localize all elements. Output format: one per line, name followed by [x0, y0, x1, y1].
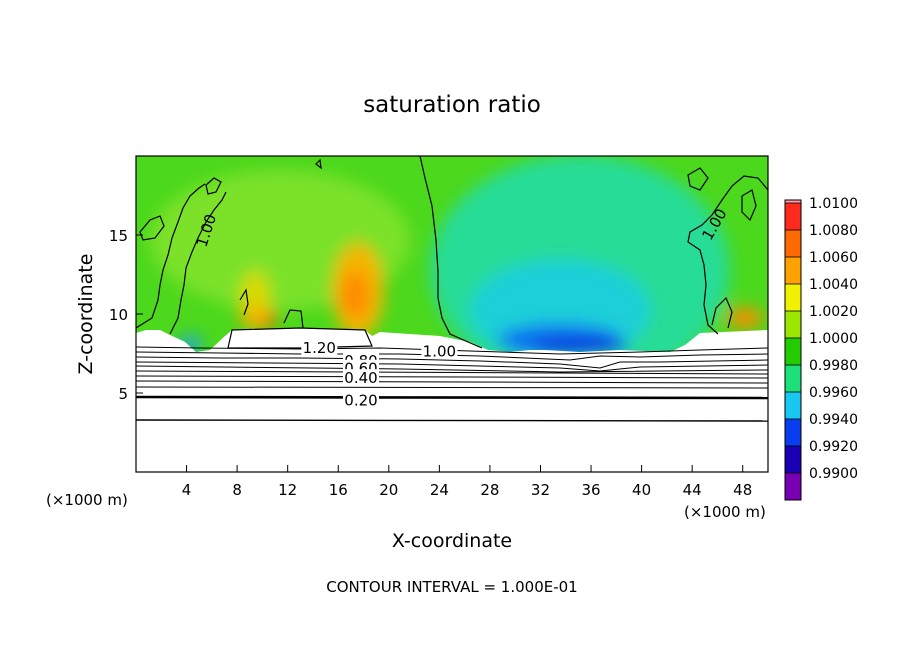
lower-region-mask: [136, 328, 768, 472]
contour-levels: [136, 346, 768, 422]
saturation-field: [150, 156, 763, 385]
contour-level-upper-3: [136, 356, 768, 369]
colorbar-swatch-10: [785, 446, 801, 473]
colorbar-label-1.0080: 1.0080: [809, 223, 858, 239]
colorbar-swatch-4: [785, 284, 801, 311]
colorbar-label-1.0060: 1.0060: [809, 250, 858, 266]
contour-level-upper-2: [136, 351, 768, 361]
x-tick-label-24: 24: [430, 481, 449, 499]
field-warm-center: [341, 271, 369, 319]
contour-line-1.00-left-island: [139, 215, 165, 241]
y-tick-label-10: 10: [109, 306, 128, 324]
x-tick-label-48: 48: [733, 481, 752, 499]
contour-line-1.00-island-a: [205, 177, 222, 195]
contour-line-1.00-right-lower: [711, 296, 733, 329]
colorbar-swatch-6: [785, 338, 801, 365]
colorbar-label-0.9920: 0.9920: [809, 439, 858, 455]
plot-area: 1.001.001.201.000.800.600.400.20: [136, 156, 768, 472]
field-warm-right: [727, 308, 763, 328]
contour-label-bg: [342, 369, 379, 386]
field-warm-left-halo: [239, 270, 271, 330]
contour-level-0.30: [136, 386, 768, 389]
colorbar-label-0.9960: 0.9960: [809, 385, 858, 401]
contour-level-upper-1: [136, 346, 768, 355]
x-tick-label-32: 32: [531, 481, 550, 499]
colorbar-label-1.0040: 1.0040: [809, 277, 858, 293]
contour-level-0.70: [136, 365, 768, 373]
colorbar-swatch-5: [785, 311, 801, 338]
colorbar-swatch-8: [785, 392, 801, 419]
colorbar-swatch-11: [785, 473, 801, 500]
colorbar-swatch-0: [785, 200, 801, 203]
contour-level-0.20: [136, 395, 768, 400]
x-tick-label-20: 20: [379, 481, 398, 499]
contour-line-1.20-band: [227, 327, 373, 349]
colorbar-label-1.0020: 1.0020: [809, 304, 858, 320]
contour-level-0.10: [136, 419, 768, 422]
contour-level-0.60: [136, 370, 768, 375]
x-axis: 4 8 12 16 20 24 28 32 36 40 44 48: [182, 465, 752, 499]
contour-label-bg: [342, 391, 379, 408]
contour-label-bg: [301, 339, 338, 356]
x-tick-label-28: 28: [480, 481, 499, 499]
contour-label-text: 0.40: [344, 369, 377, 387]
contour-line-1.00-middle: [419, 156, 483, 349]
colorbar-swatch-1: [785, 203, 801, 230]
contour-label-text: 0.20: [344, 391, 377, 409]
contour-line-1.00-left: [136, 183, 206, 329]
x-tick-label-36: 36: [581, 481, 600, 499]
contour-label-1.00: 1.00: [421, 342, 458, 360]
y-axis: 5 10 15: [109, 227, 143, 403]
contour-line-1.00-right-island: [687, 167, 709, 191]
colorbar: 1.0100 1.0080 1.0060 1.0040 1.0020 1.0000 0.99…: [784, 196, 858, 501]
colorbar-swatch-9: [785, 419, 801, 446]
colorbar-label-1.0100: 1.0100: [809, 196, 858, 212]
contour-line-1.00-right: [687, 175, 768, 335]
contour-line-1.00-left-inner: [169, 191, 227, 335]
contour-labels: 1.001.001.201.000.800.600.400.20: [193, 205, 731, 409]
x-tick-label-8: 8: [232, 481, 242, 499]
contour-level-0.50: [136, 375, 768, 379]
colorbar-frame: [784, 199, 802, 501]
contour-label-0.40: 0.40: [342, 369, 379, 387]
contour-label-text: 1.00: [423, 342, 456, 360]
x-axis-label: X-coordinate: [392, 530, 512, 552]
colorbar-swatch-7: [785, 365, 801, 392]
x-unit-note-left: (×1000 m): [46, 491, 128, 509]
contour-label-text: 1.20: [303, 339, 336, 357]
y-tick-label-15: 15: [109, 227, 128, 245]
x-unit-note-right: (×1000 m): [684, 503, 766, 521]
contour-level-0.40: [136, 380, 768, 384]
chart-title: saturation ratio: [363, 92, 541, 118]
contour-interval-footer: CONTOUR INTERVAL = 1.000E-01: [326, 578, 577, 596]
colorbar-label-0.9940: 0.9940: [809, 412, 858, 428]
contour-line-1.00-island-b: [283, 309, 304, 329]
contour-line-1.00-top-dot: [315, 158, 322, 170]
x-tick-label-12: 12: [278, 481, 297, 499]
colorbar-label-1.0000: 1.0000: [809, 331, 858, 347]
x-tick-label-16: 16: [329, 481, 348, 499]
contour-line-1.00-right-island-b: [741, 189, 757, 222]
contour-label-0.20: 0.20: [342, 391, 379, 409]
colorbar-label-0.9900: 0.9900: [809, 466, 858, 482]
x-tick-label-40: 40: [632, 481, 651, 499]
colorbar-swatch-2: [785, 230, 801, 257]
y-tick-label-5: 5: [118, 385, 128, 403]
contour-lines: [136, 156, 768, 349]
colorbar-label-0.9980: 0.9980: [809, 358, 858, 374]
colorbar-swatch-3: [785, 257, 801, 284]
contour-label-bg: [421, 342, 458, 359]
contour-label-1.20: 1.20: [301, 339, 338, 357]
x-tick-label-44: 44: [683, 481, 702, 499]
x-tick-label-4: 4: [182, 481, 192, 499]
y-axis-label: Z-coordinate: [75, 254, 97, 375]
contour-line-1.00-island-c: [239, 288, 249, 316]
